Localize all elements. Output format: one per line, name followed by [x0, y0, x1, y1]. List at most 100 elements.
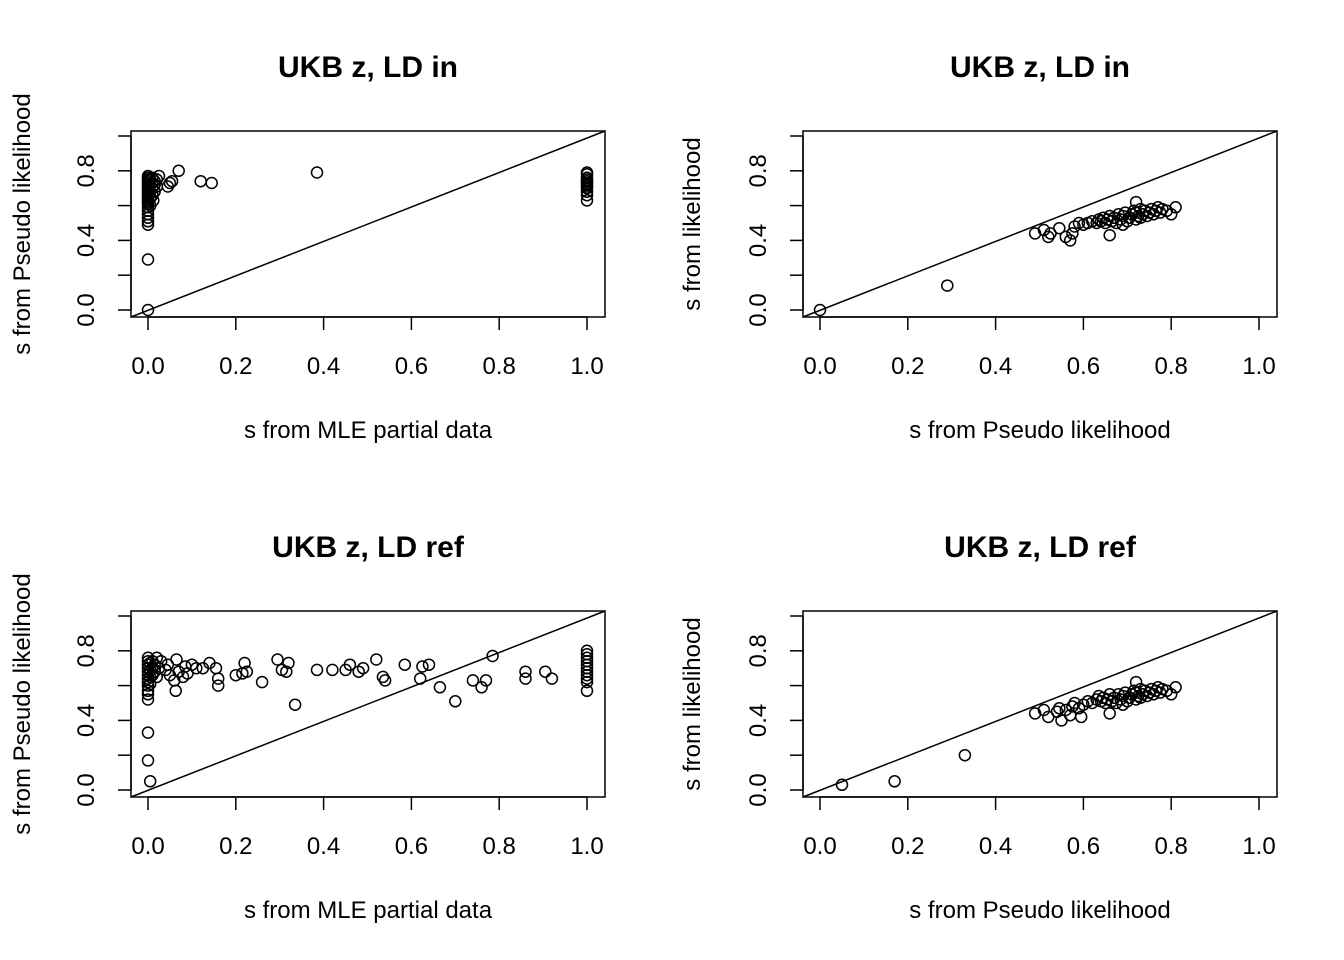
- data-point: [1053, 221, 1066, 235]
- data-point: [170, 653, 183, 666]
- data-point: [416, 660, 429, 673]
- x-tick-label: 0.8: [1155, 833, 1188, 860]
- y-tick-label: 0.0: [73, 773, 100, 806]
- data-point: [486, 649, 499, 663]
- y-tick-label: 0.8: [745, 154, 772, 187]
- y-tick-label: 0.8: [73, 154, 100, 187]
- data-point: [288, 698, 302, 711]
- panel-4-y-axis: 0.0 0.4 0.8 s from likelihood: [679, 615, 804, 807]
- data-point: [580, 171, 594, 185]
- panel-2-identity-line: [802, 130, 1278, 318]
- panel-4-points: [835, 675, 1182, 792]
- data-point: [1066, 227, 1079, 240]
- data-point: [194, 174, 207, 188]
- data-point: [449, 695, 462, 708]
- data-point: [165, 174, 179, 188]
- y-axis-label: s from likelihood: [679, 617, 706, 790]
- data-point: [141, 754, 155, 767]
- data-point: [310, 663, 324, 677]
- x-tick-label: 0.6: [395, 833, 428, 860]
- data-point: [580, 644, 594, 658]
- x-tick-label: 0.2: [219, 833, 252, 860]
- data-point: [539, 665, 552, 678]
- data-point: [271, 653, 284, 666]
- x-axis-label: s from Pseudo likelihood: [909, 897, 1170, 924]
- data-point: [255, 675, 269, 689]
- data-point: [211, 679, 225, 692]
- data-point: [941, 279, 954, 292]
- data-point: [141, 654, 155, 668]
- data-point: [378, 674, 392, 687]
- data-point: [163, 176, 177, 190]
- data-point: [1169, 201, 1182, 214]
- x-tick-label: 0.2: [219, 353, 252, 380]
- data-point: [370, 653, 383, 666]
- x-tick-label: 0.4: [307, 353, 340, 380]
- data-point: [519, 672, 532, 685]
- data-point: [1028, 227, 1042, 240]
- x-tick-label: 0.6: [395, 353, 428, 380]
- panel-3-points: [141, 644, 594, 788]
- data-point: [1028, 707, 1042, 720]
- data-point: [1169, 681, 1182, 694]
- data-point: [205, 176, 218, 190]
- data-point: [519, 665, 532, 678]
- data-point: [1129, 195, 1143, 209]
- panel-1-x-axis: 0.0 0.2 0.4 0.6 0.8 1.0 s from MLE parti…: [131, 316, 604, 444]
- data-point: [1103, 707, 1116, 720]
- panel-1: UKB z, LD in 0.0 0.2 0.4 0.6 0.8 1.0 s f…: [9, 51, 606, 444]
- data-point: [1074, 710, 1088, 724]
- x-tick-label: 0.0: [131, 833, 164, 860]
- data-point: [310, 166, 324, 179]
- y-tick-label: 0.4: [73, 224, 100, 257]
- x-tick-label: 0.0: [131, 353, 164, 380]
- data-point: [169, 684, 182, 698]
- data-point: [479, 674, 493, 687]
- y-axis-label: s from Pseudo likelihood: [9, 573, 36, 834]
- data-point: [580, 194, 594, 207]
- data-point: [326, 663, 339, 677]
- panel-3-title: UKB z, LD ref: [272, 531, 465, 564]
- x-tick-label: 0.6: [1067, 833, 1100, 860]
- data-point: [466, 674, 480, 687]
- data-point: [413, 672, 427, 685]
- data-point: [1164, 208, 1178, 221]
- data-point: [143, 775, 157, 788]
- data-point: [141, 726, 155, 739]
- data-point: [141, 684, 155, 698]
- panel-2: UKB z, LD in 0.0 0.2 0.4 0.6 0.8 1.0 s f…: [679, 51, 1278, 444]
- x-tick-label: 1.0: [1242, 833, 1275, 860]
- panel-4-title: UKB z, LD ref: [944, 531, 1137, 564]
- data-point: [150, 670, 164, 684]
- data-point: [1103, 228, 1116, 242]
- data-point: [813, 303, 827, 317]
- y-tick-label: 0.4: [73, 704, 100, 737]
- data-point: [152, 169, 166, 183]
- data-point: [1063, 234, 1077, 247]
- panel-2-y-axis: 0.0 0.4 0.8 s from likelihood: [679, 135, 804, 327]
- x-tick-label: 0.8: [483, 353, 516, 380]
- panel-1-points: [141, 164, 594, 317]
- panel-3-x-axis: 0.0 0.2 0.4 0.6 0.8 1.0 s from MLE parti…: [131, 796, 604, 924]
- data-point: [580, 166, 594, 179]
- data-point: [422, 658, 436, 671]
- panel-1-identity-line: [130, 130, 606, 318]
- data-point: [343, 658, 357, 671]
- data-point: [835, 778, 849, 792]
- x-tick-label: 0.8: [1155, 353, 1188, 380]
- data-point: [1053, 701, 1066, 715]
- x-tick-label: 0.4: [979, 833, 1012, 860]
- data-point: [580, 648, 594, 661]
- panel-1-title: UKB z, LD in: [278, 51, 458, 84]
- y-tick-label: 0.0: [745, 773, 772, 806]
- x-axis-label: s from Pseudo likelihood: [909, 417, 1170, 444]
- panel-4-x-axis: 0.0 0.2 0.4 0.6 0.8 1.0 s from Pseudo li…: [803, 796, 1276, 924]
- y-tick-label: 0.4: [745, 224, 772, 257]
- data-point: [475, 681, 488, 694]
- panel-4-identity-line: [802, 610, 1278, 798]
- data-point: [147, 194, 160, 207]
- x-axis-label: s from MLE partial data: [244, 897, 493, 924]
- y-axis-label: s from Pseudo likelihood: [9, 93, 36, 354]
- data-point: [958, 748, 972, 762]
